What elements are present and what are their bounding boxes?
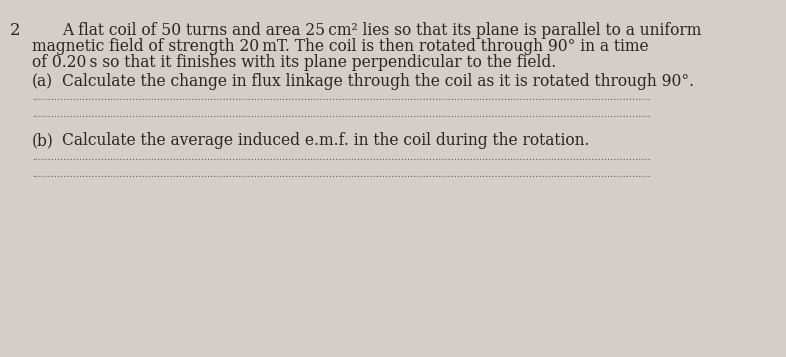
Text: Calculate the average induced e.m.f. in the coil during the rotation.: Calculate the average induced e.m.f. in … [62,132,590,149]
Text: A flat coil of 50 turns and area 25 cm² lies so that its plane is parallel to a : A flat coil of 50 turns and area 25 cm² … [62,22,701,39]
Text: 2: 2 [10,22,20,39]
Text: Calculate the change in flux linkage through the coil as it is rotated through 9: Calculate the change in flux linkage thr… [62,73,694,90]
Text: magnetic field of strength 20 mT. The coil is then rotated through 90° in a time: magnetic field of strength 20 mT. The co… [32,38,648,55]
Text: ................................................................................: ........................................… [32,110,651,119]
Text: ................................................................................: ........................................… [32,153,651,162]
Text: ................................................................................: ........................................… [32,93,651,102]
Text: ................................................................................: ........................................… [32,170,651,179]
Text: (a): (a) [32,73,53,90]
Text: (b): (b) [32,132,54,149]
Text: of 0.20 s so that it finishes with its plane perpendicular to the field.: of 0.20 s so that it finishes with its p… [32,54,556,71]
